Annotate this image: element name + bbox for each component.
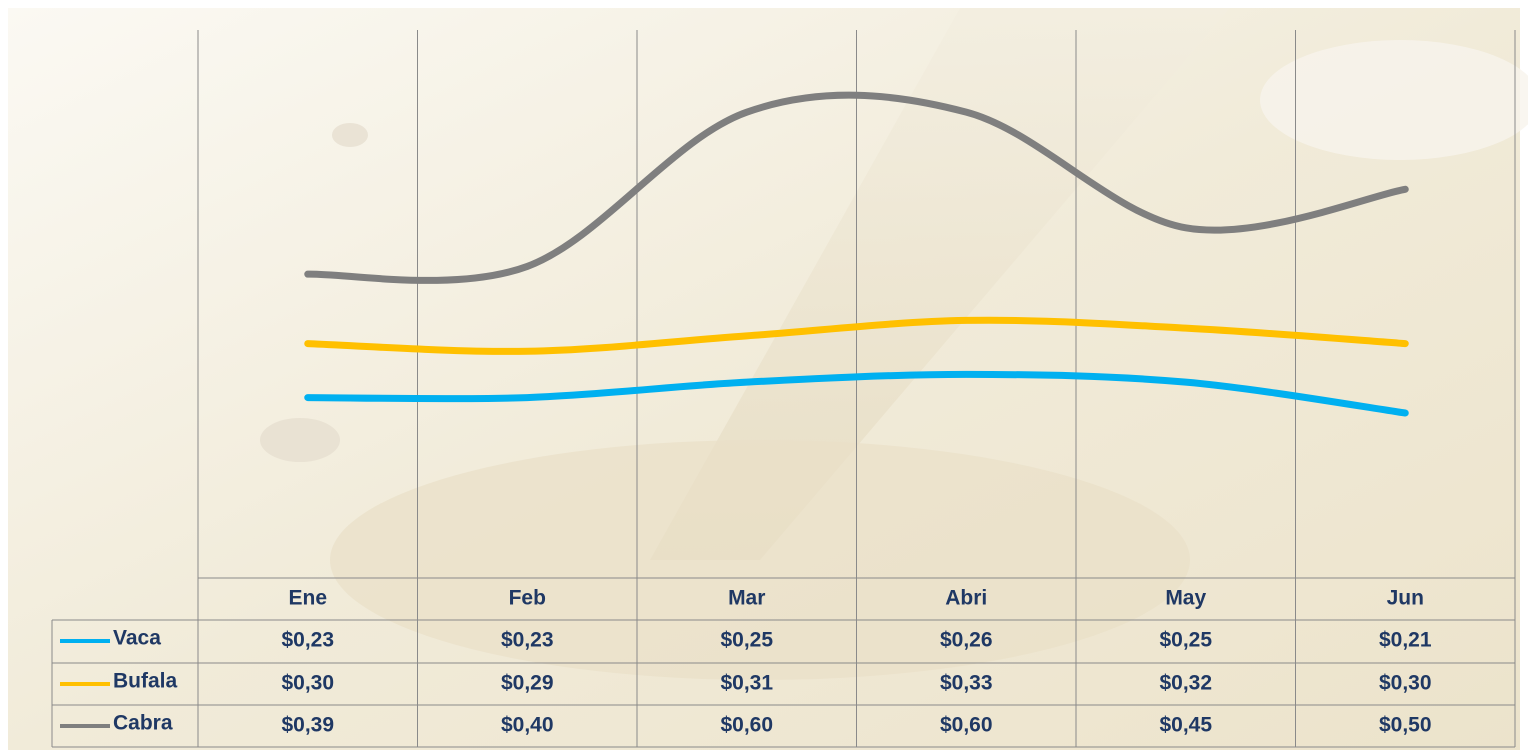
table-value: $0,60 bbox=[720, 714, 773, 737]
legend-label: Cabra bbox=[113, 712, 173, 735]
category-label: Mar bbox=[728, 587, 765, 610]
chart: Ene Feb Mar Abri May Jun Vaca $0,23 $0,23 $0,25 $0… bbox=[0, 0, 1528, 753]
table-value: $0,60 bbox=[940, 714, 993, 737]
table-value: $0,30 bbox=[281, 672, 334, 695]
milk-drop bbox=[332, 123, 368, 147]
category-label: May bbox=[1165, 587, 1206, 610]
category-label: Abri bbox=[945, 587, 987, 610]
table-value: $0,23 bbox=[501, 629, 554, 652]
milk-drop bbox=[260, 418, 340, 462]
table-value: $0,40 bbox=[501, 714, 554, 737]
table-value: $0,50 bbox=[1379, 714, 1432, 737]
table-value: $0,30 bbox=[1379, 672, 1432, 695]
legend-label: Bufala bbox=[113, 670, 178, 693]
legend-label: Vaca bbox=[113, 627, 161, 650]
table-value: $0,33 bbox=[940, 672, 993, 695]
category-label: Feb bbox=[509, 587, 546, 610]
table-value: $0,39 bbox=[281, 714, 334, 737]
table-value: $0,25 bbox=[1159, 629, 1212, 652]
table-value: $0,45 bbox=[1159, 714, 1212, 737]
table-value: $0,26 bbox=[940, 629, 993, 652]
category-label: Jun bbox=[1387, 587, 1424, 610]
table-value: $0,31 bbox=[720, 672, 773, 695]
table-value: $0,21 bbox=[1379, 629, 1432, 652]
table-value: $0,29 bbox=[501, 672, 554, 695]
table-value: $0,32 bbox=[1159, 672, 1212, 695]
table-value: $0,23 bbox=[281, 629, 334, 652]
milk-highlight bbox=[1260, 40, 1528, 160]
category-label: Ene bbox=[288, 587, 327, 610]
table-value: $0,25 bbox=[720, 629, 773, 652]
